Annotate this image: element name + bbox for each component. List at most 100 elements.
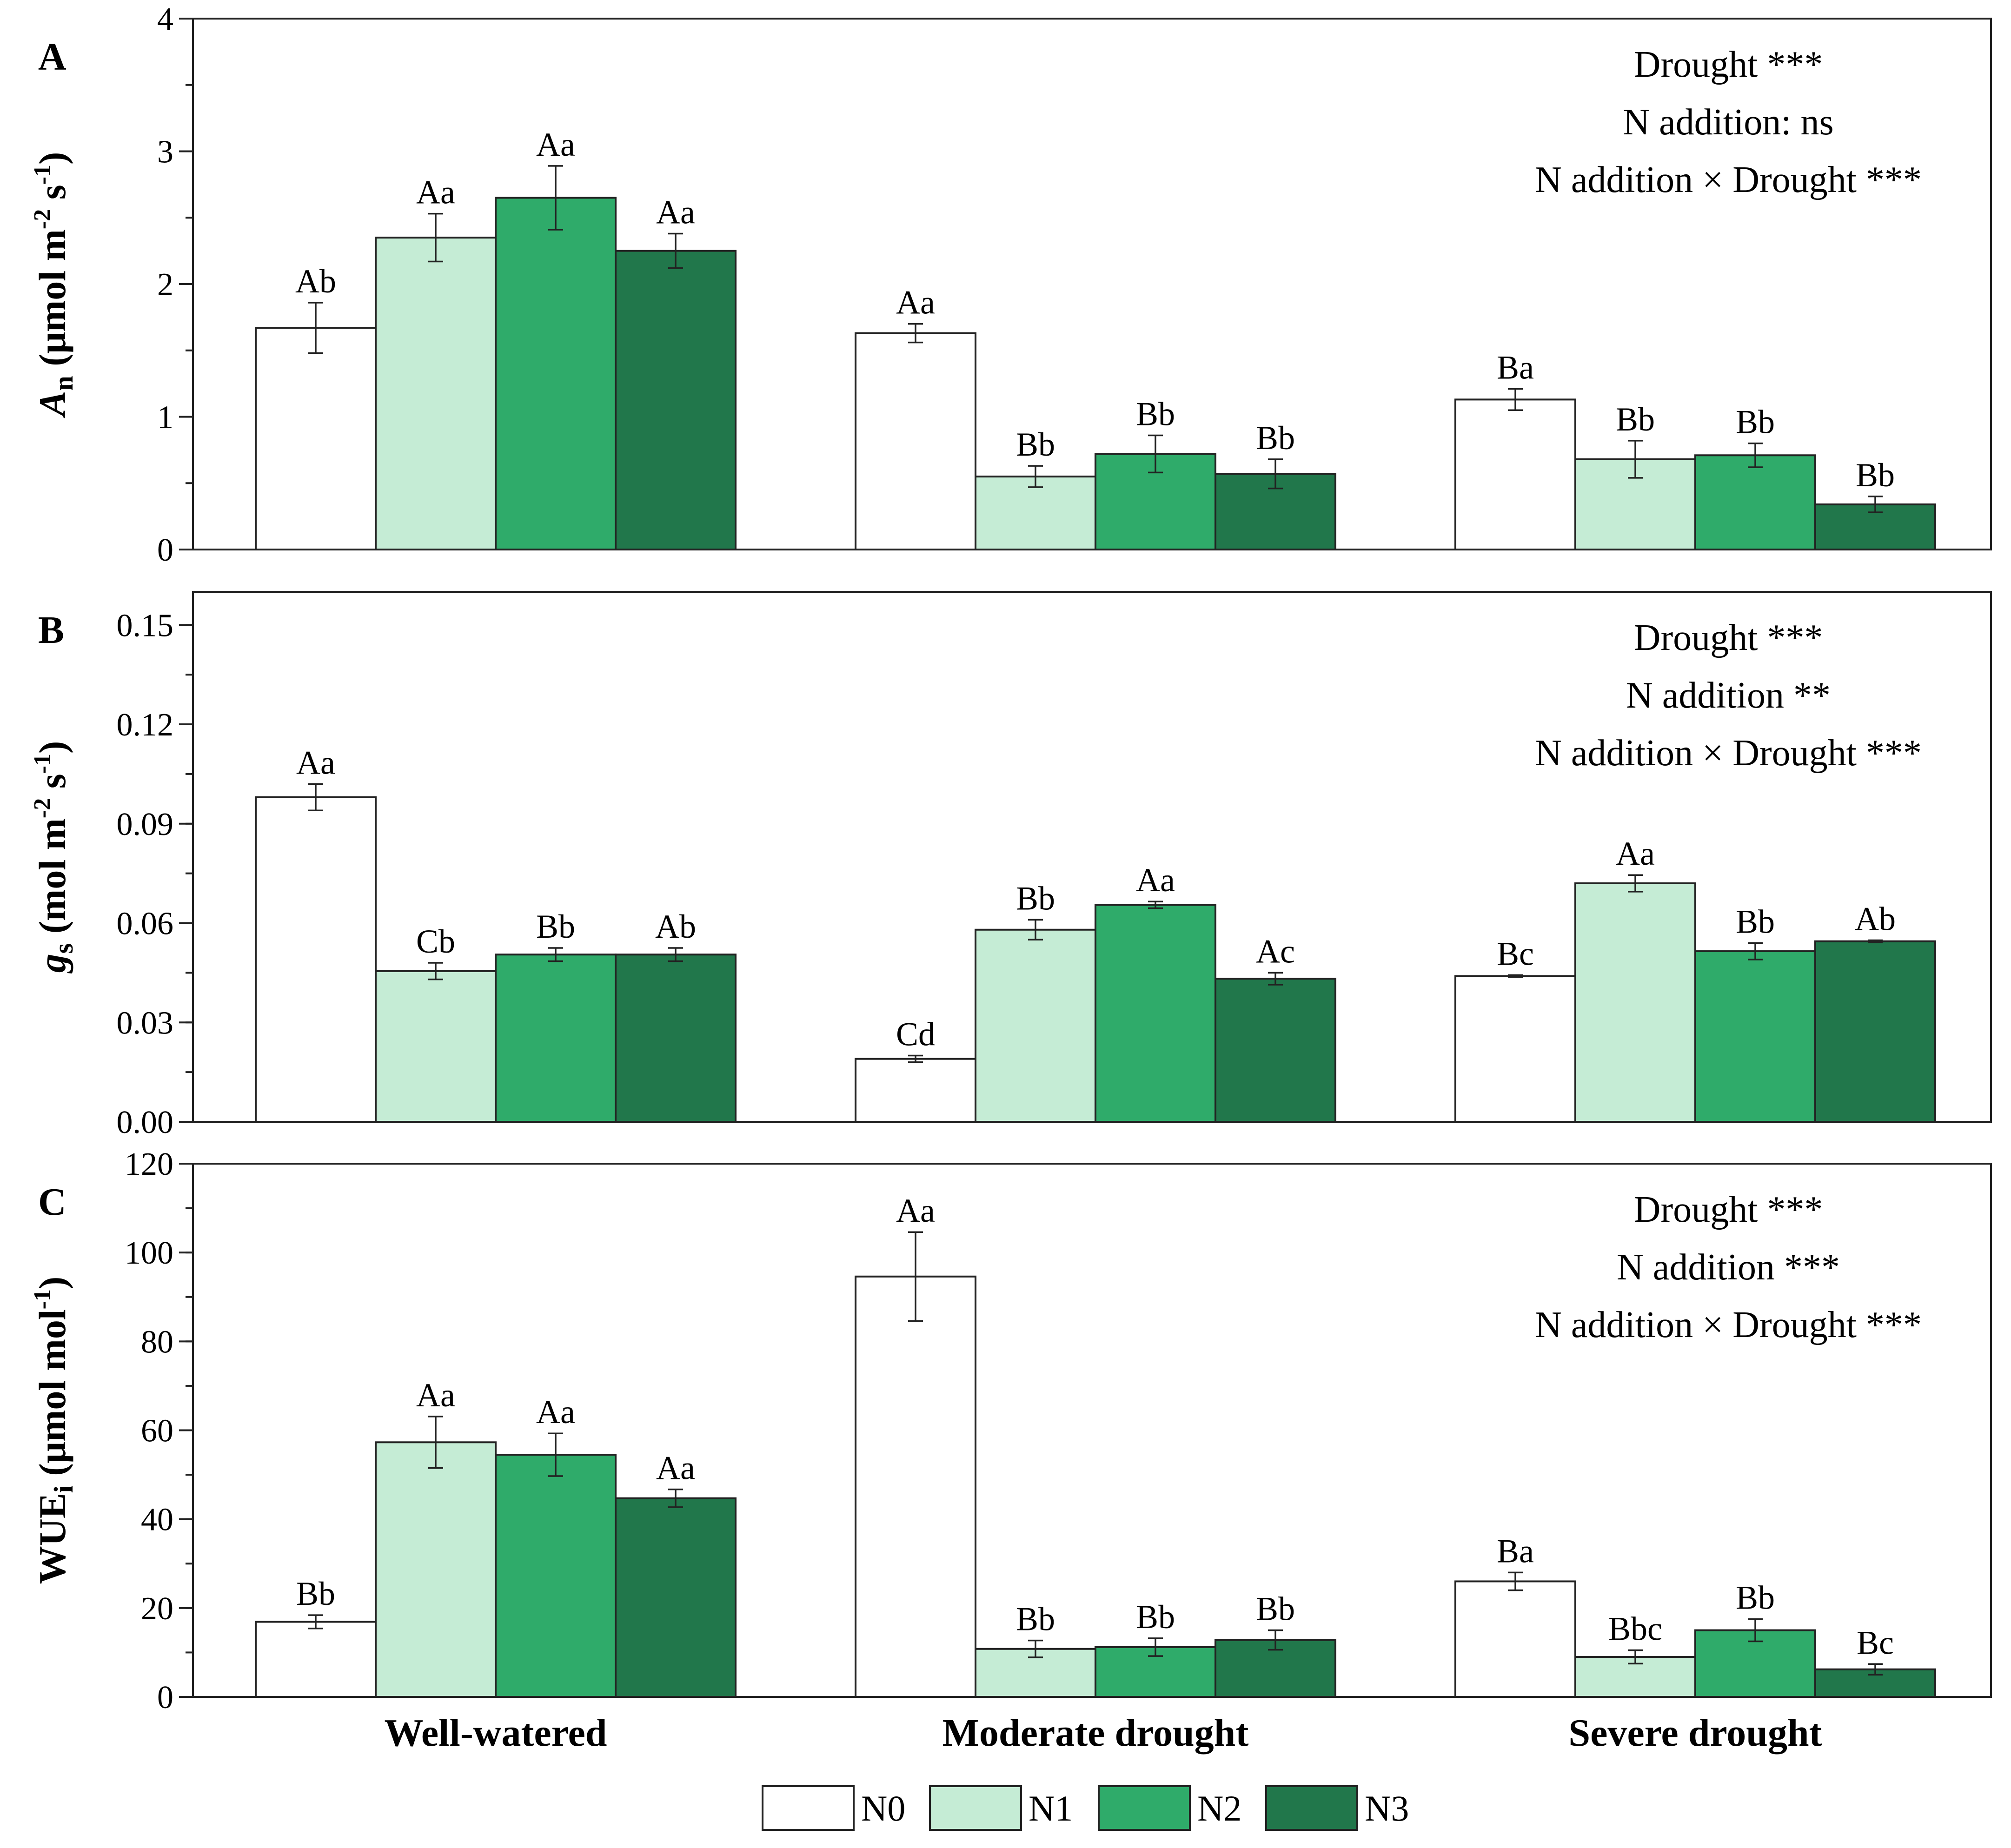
y-axis-label: An (μmol m-2 s-1) [29, 152, 79, 419]
bar-letter-label: Bbc [1608, 1610, 1662, 1648]
error-bar [908, 323, 923, 344]
y-tick-label: 0.15 [117, 608, 174, 643]
error-bar [428, 212, 443, 263]
error-bar [1028, 465, 1043, 488]
y-tick-label: 3 [157, 134, 173, 170]
bar-letter-label: Bb [1016, 426, 1055, 463]
error-bar [1748, 1618, 1763, 1643]
y-tick-label: 0.00 [117, 1105, 174, 1140]
bar-letter-label: Bb [1136, 1598, 1175, 1636]
error-bar [668, 1488, 683, 1508]
error-bar [1148, 434, 1163, 474]
bar-letter-label: Bc [1857, 1624, 1894, 1661]
y-tick-label: 0.12 [117, 707, 174, 743]
legend-label: N1 [1029, 1788, 1073, 1828]
bar-letter-label: Aa [896, 284, 935, 321]
error-bar [668, 232, 683, 269]
y-label-exp: -1 [29, 1289, 56, 1309]
bar-n0 [1454, 398, 1576, 550]
error-bar [1628, 440, 1643, 479]
error-bar [1148, 901, 1163, 909]
error-bar [1748, 442, 1763, 468]
bar-letter-label: Bb [536, 908, 575, 945]
bar-letter-label: Bb [1736, 1579, 1775, 1616]
y-label-exp2: -1 [29, 165, 56, 185]
y-tick-label: 80 [141, 1324, 173, 1360]
legend: N0 N1 N2 N3 [762, 1785, 1409, 1831]
bar-n0 [855, 332, 976, 550]
y-label-main: g [31, 954, 73, 974]
bar-n3 [615, 1497, 737, 1698]
error-bar [1508, 974, 1523, 978]
y-tick-label: 120 [125, 1146, 173, 1182]
bar-n2 [495, 197, 617, 550]
bar-letter-label: Aa [536, 126, 575, 163]
bar-letter-label: Cd [896, 1016, 935, 1053]
error-bar [1748, 942, 1763, 960]
bar-letter-label: Aa [536, 1393, 575, 1431]
bar-n2 [1095, 904, 1216, 1123]
bar-n1 [975, 928, 1096, 1123]
error-bar [1508, 388, 1523, 411]
y-label-unit2: s [31, 774, 73, 798]
bar-n1 [375, 970, 497, 1123]
bar-n2 [1694, 454, 1816, 550]
bar-letter-label: Aa [416, 174, 455, 211]
error-bar [308, 1614, 323, 1629]
bar-letter-label: Bb [1736, 903, 1775, 940]
bar-n0 [855, 1275, 976, 1698]
error-bar [428, 962, 443, 980]
significance-label: N addition × Drought *** [1535, 733, 1922, 774]
error-bar [1868, 496, 1883, 513]
error-bar [548, 1432, 563, 1477]
y-axis-label: WUEi (μmol mol-1) [29, 1277, 79, 1584]
significance-label: N addition × Drought *** [1535, 159, 1922, 200]
legend-swatch [929, 1785, 1022, 1831]
panel-letter: A [38, 35, 66, 79]
significance-label: N addition ** [1626, 675, 1831, 716]
bar-n1 [1574, 882, 1696, 1123]
y-label-unit: (μmol mol [31, 1309, 73, 1485]
bar-n3 [615, 954, 737, 1123]
error-bar [548, 165, 563, 231]
bar-n1 [375, 237, 497, 550]
y-label-close: ) [31, 741, 73, 754]
y-tick-label: 0 [157, 532, 173, 568]
y-tick-label: 60 [141, 1413, 173, 1449]
significance-label: N addition *** [1617, 1247, 1840, 1288]
bar-n1 [375, 1441, 497, 1698]
bar-n2 [495, 954, 617, 1123]
bar-letter-label: Bb [1616, 401, 1655, 438]
bar-letter-label: Bb [1136, 395, 1175, 432]
bars: Bb Aa Ba Aa Bb Bbc Aa Bb Bb Aa Bb Bc [255, 1192, 1936, 1698]
y-tick-label: 0.09 [117, 807, 174, 842]
bar-letter-label: Aa [1616, 835, 1655, 872]
significance-label: Drought *** [1634, 617, 1823, 658]
error-bar [548, 947, 563, 962]
y-label-main: A [31, 391, 73, 419]
legend-swatch [1098, 1785, 1191, 1831]
y-tick-label: 100 [125, 1235, 173, 1271]
bar-n0 [255, 1621, 377, 1698]
bar-letter-label: Ba [1497, 1532, 1534, 1570]
error-bar [1628, 874, 1643, 893]
y-label-sub: s [48, 943, 79, 954]
error-bar [1628, 1649, 1643, 1665]
error-bar [1508, 1571, 1523, 1591]
y-tick-label: 2 [157, 267, 173, 303]
y-tick-label: 0.06 [117, 906, 174, 942]
legend-swatch [762, 1785, 855, 1831]
bar-letter-label: Aa [656, 194, 695, 231]
significance-label: Drought *** [1634, 1189, 1823, 1230]
category-label: Well-watered [385, 1711, 607, 1755]
panel-letter: C [38, 1180, 66, 1224]
error-bar [908, 1231, 923, 1322]
bar-n0 [1454, 975, 1576, 1123]
error-bar [1868, 939, 1883, 943]
y-tick-label: 0 [157, 1680, 173, 1716]
y-tick-label: 0.03 [117, 1005, 174, 1041]
significance-label: N addition × Drought *** [1535, 1305, 1922, 1345]
bar-n3 [615, 250, 737, 550]
y-label-close: ) [31, 1277, 73, 1289]
y-axis-label: gs (mol m-2 s-1) [29, 741, 79, 974]
